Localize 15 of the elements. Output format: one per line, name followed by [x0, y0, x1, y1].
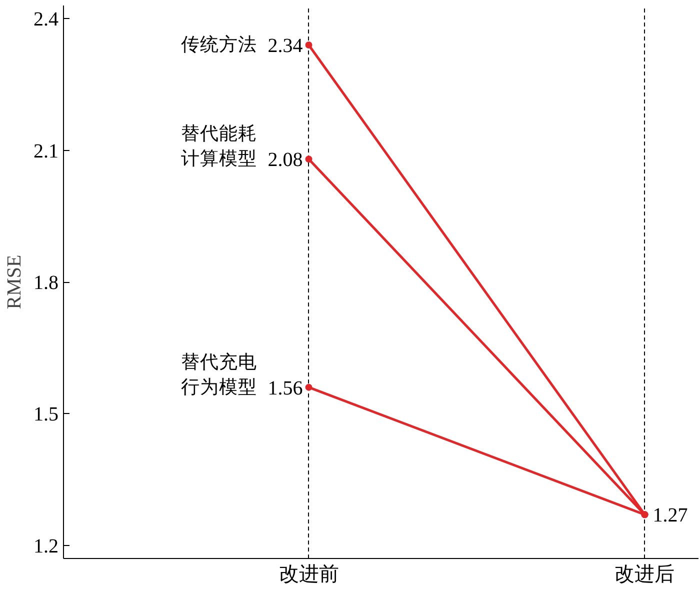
y-tick-label: 2.4: [34, 8, 58, 31]
y-tick-label: 1.8: [34, 272, 58, 294]
x-tick-label: 改进后: [614, 564, 675, 586]
data-label: 1.56: [268, 377, 303, 400]
data-label: 2.34: [268, 35, 303, 57]
y-tick-label: 1.5: [34, 404, 58, 426]
text: 替代能耗计算模型: [180, 124, 257, 170]
data-label: 1.27: [652, 504, 688, 527]
y-tick-label: 2.1: [34, 140, 58, 162]
x-tick-label: 改进前: [278, 564, 339, 586]
text: 替代充电行为模型: [180, 350, 257, 398]
y-axis-title: RMSE: [4, 254, 26, 310]
data-label: 2.08: [268, 149, 303, 172]
text: 传统方法: [180, 34, 257, 56]
y-tick-label: 1.2: [34, 535, 58, 558]
